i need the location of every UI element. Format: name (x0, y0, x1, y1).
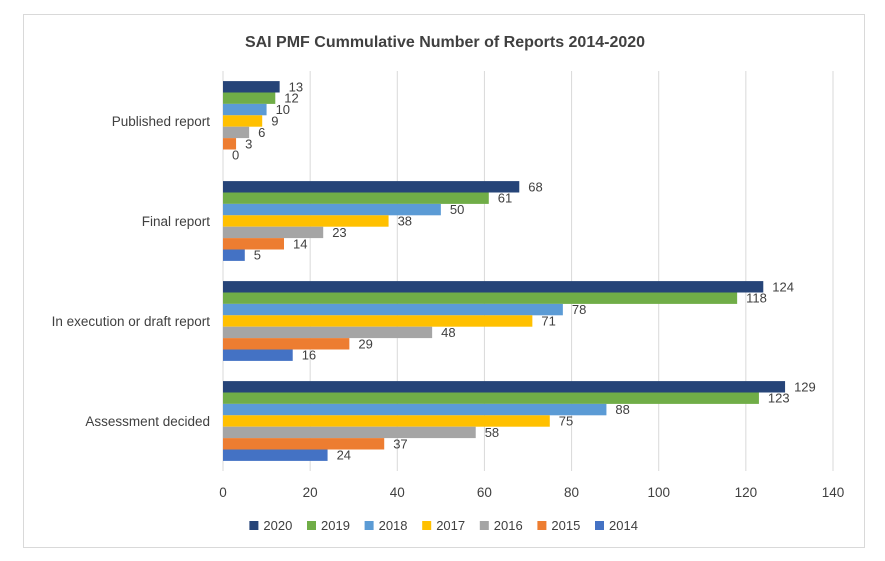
chart-title: SAI PMF Cummulative Number of Reports 20… (245, 34, 645, 51)
bar-2014 (223, 249, 245, 261)
bar-2018 (223, 103, 267, 116)
legend-swatch-2016 (479, 521, 489, 530)
bar-2017 (223, 215, 389, 227)
data-label: 13 (289, 79, 303, 94)
bar-2020 (223, 81, 280, 93)
data-label: 14 (293, 236, 307, 251)
bar-2014 (223, 349, 293, 361)
legend-label: 2019 (321, 518, 350, 533)
data-label: 37 (393, 436, 407, 451)
gridlines (222, 71, 834, 471)
legend-swatch-2014 (595, 521, 604, 530)
category-label: Final report (142, 214, 211, 229)
data-label: 61 (498, 191, 512, 206)
x-tick-label: 120 (735, 485, 758, 500)
bar-2020 (223, 281, 764, 293)
data-label: 12 (284, 91, 298, 106)
x-tick-label: 0 (219, 485, 227, 500)
bar-2019 (223, 92, 276, 104)
data-label: 58 (485, 425, 499, 440)
data-label: 48 (441, 325, 455, 340)
legend-swatch-2017 (422, 521, 432, 530)
bar-2018 (223, 403, 607, 416)
bar-2019 (223, 292, 738, 304)
bar-2018 (223, 203, 441, 216)
bar-chart: SAI PMF Cummulative Number of Reports 20… (52, 34, 845, 533)
bar-2015 (223, 438, 385, 450)
data-label: 78 (572, 302, 586, 317)
bar-2019 (223, 192, 489, 204)
bar-2014 (223, 449, 328, 461)
data-label: 9 (271, 114, 278, 129)
legend-label: 2015 (551, 518, 580, 533)
data-label: 10 (276, 102, 290, 117)
data-label: 124 (772, 279, 794, 294)
data-label: 50 (450, 202, 464, 217)
bar-2015 (223, 138, 237, 150)
bar-2015 (223, 338, 350, 350)
x-tick-labels: 0 20 40 60 80 100 120 140 (219, 485, 844, 500)
legend-label: 2016 (494, 518, 523, 533)
bar-2015 (223, 238, 284, 250)
legend-swatch-2019 (307, 521, 316, 530)
legend-swatch-2020 (249, 521, 259, 530)
data-label: 123 (768, 391, 790, 406)
data-label: 23 (332, 225, 346, 240)
category-label: In execution or draft report (52, 314, 211, 329)
data-label: 118 (746, 291, 767, 306)
x-tick-label: 20 (303, 485, 318, 500)
bar-2016 (223, 326, 433, 339)
data-label: 68 (528, 179, 542, 194)
legend: 2020 2019 2018 2017 2016 2015 2014 (249, 518, 638, 533)
legend-swatch-2015 (537, 521, 547, 530)
bar-2017 (223, 315, 533, 327)
data-label: 75 (559, 414, 573, 429)
category-labels: Published report Final report In execution… (52, 114, 211, 429)
x-tick-label: 60 (477, 485, 492, 500)
data-label: 29 (358, 336, 372, 351)
data-label: 6 (258, 125, 265, 140)
data-label: 16 (302, 348, 316, 363)
bar-2016 (223, 126, 250, 139)
x-tick-label: 80 (564, 485, 579, 500)
legend-label: 2020 (263, 518, 292, 533)
bar-2019 (223, 392, 759, 404)
data-label: 71 (541, 314, 555, 329)
bar-2020 (223, 181, 520, 193)
data-label: 38 (398, 214, 412, 229)
bars (223, 81, 786, 461)
x-tick-label: 140 (822, 485, 845, 500)
x-tick-label: 40 (390, 485, 405, 500)
category-label: Assessment decided (85, 414, 210, 429)
bar-2018 (223, 303, 563, 316)
category-label: Published report (112, 114, 211, 129)
bar-2016 (223, 226, 324, 239)
x-tick-label: 100 (647, 485, 670, 500)
data-label: 88 (615, 402, 629, 417)
data-label: 3 (245, 136, 252, 151)
legend-swatch-2018 (364, 521, 374, 530)
bar-2017 (223, 115, 263, 127)
chart-frame: SAI PMF Cummulative Number of Reports 20… (23, 14, 865, 548)
bar-2017 (223, 415, 550, 427)
legend-label: 2018 (379, 518, 408, 533)
data-label: 0 (232, 148, 239, 163)
bar-2020 (223, 381, 786, 393)
legend-label: 2014 (609, 518, 638, 533)
legend-label: 2017 (436, 518, 465, 533)
bar-2016 (223, 426, 476, 439)
data-label: 24 (337, 448, 351, 463)
data-label: 5 (254, 248, 261, 263)
data-label: 129 (794, 379, 816, 394)
